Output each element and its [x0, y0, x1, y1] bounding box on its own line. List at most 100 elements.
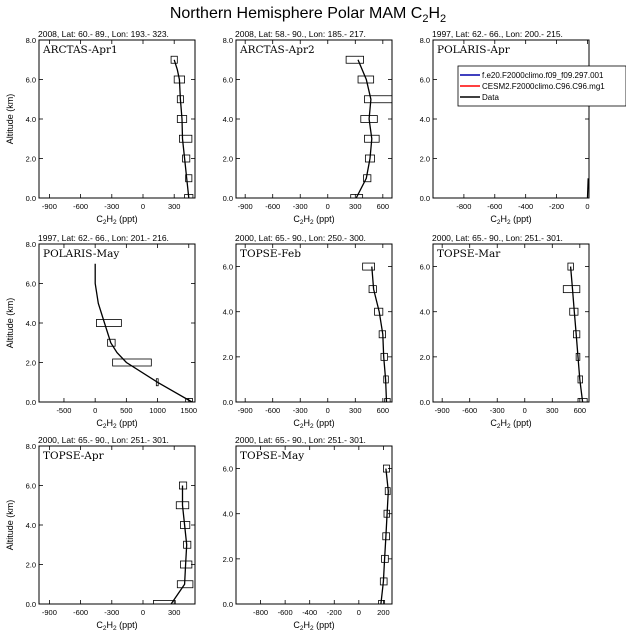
x-tick-label: -300: [293, 202, 308, 211]
data-layer: [170, 55, 194, 198]
x-tick-label: 0: [326, 406, 330, 415]
panel-label: POLARIS-May: [43, 248, 119, 260]
x-axis-label-part: 2: [507, 423, 511, 430]
y-tick-label: 4.0: [223, 308, 233, 317]
y-tick-label: 6.0: [26, 280, 36, 289]
panel-header: 1997, Lat: 62.- 66., Lon: 200.- 215.: [432, 29, 563, 39]
panel-header: 2008, Lat: 60.- 89., Lon: 193.- 323.: [38, 29, 169, 39]
y-tick-label: 2.0: [420, 353, 430, 362]
plot-frame: [235, 243, 393, 403]
x-axis-label-part: H: [303, 214, 310, 224]
x-axis-label-part: (: [117, 214, 123, 224]
y-tick-label: 4.0: [26, 115, 36, 124]
plot-frame: [38, 243, 196, 403]
x-axis-label-part: C: [490, 214, 497, 224]
x-tick-label: 0: [523, 406, 527, 415]
plot-frame: [432, 39, 590, 199]
x-axis-label-part: ppt: [319, 214, 332, 224]
x-tick-label: 300: [546, 406, 559, 415]
y-tick-label: 8.0: [223, 36, 233, 45]
y-tick-label: 0.0: [420, 398, 430, 407]
x-tick-label: 300: [349, 202, 362, 211]
x-tick-label: -400: [302, 608, 317, 617]
panel-topse-feb: 2000, Lat: 65.- 90., Lon: 250.- 300. TOPS…: [223, 233, 393, 430]
x-axis-label-part: ): [529, 214, 532, 224]
y-axis-label: Altitude (km): [5, 500, 15, 551]
panel-label: POLARIS-Apr: [437, 44, 511, 56]
x-axis-label-part: ppt: [319, 418, 332, 428]
x-tick-label: -800: [456, 202, 471, 211]
y-tick-label: 4.0: [420, 115, 430, 124]
panel-polaris-may: 1997, Lat: 62.- 66., Lon: 201.- 216. POLA…: [5, 233, 197, 430]
x-axis-label: C2H2 (ppt): [96, 214, 137, 226]
panel-polaris-apr: 1997, Lat: 62.- 66., Lon: 200.- 215. POLA…: [420, 29, 590, 226]
panel-topse-apr: 2000, Lat: 65.- 90., Lon: 251.- 301. TOPS…: [5, 435, 196, 632]
x-tick-label: 0: [93, 406, 97, 415]
x-tick-label: -300: [293, 406, 308, 415]
y-tick-label: 4.0: [26, 521, 36, 530]
data-box: [368, 285, 377, 294]
series-line-data: [173, 59, 190, 198]
x-axis-label-part: C: [96, 620, 103, 630]
x-tick-label: 0: [141, 202, 145, 211]
data-box: [152, 600, 176, 604]
x-tick-label: -300: [104, 202, 119, 211]
y-tick-label: 6.0: [26, 482, 36, 491]
x-tick-label: 300: [168, 202, 181, 211]
figure-title-suffix: H: [428, 5, 440, 22]
x-axis-label-part: ): [135, 620, 138, 630]
x-tick-label: 0: [326, 202, 330, 211]
data-layer: [362, 262, 391, 402]
y-tick-label: 6.0: [223, 465, 233, 474]
y-tick-label: 8.0: [26, 240, 36, 249]
y-tick-label: 2.0: [26, 561, 36, 570]
y-tick-label: 6.0: [223, 76, 233, 85]
x-tick-label: -200: [327, 608, 342, 617]
x-axis-label: C2H2 (ppt): [490, 214, 531, 226]
y-tick-label: 6.0: [420, 263, 430, 272]
data-box: [112, 358, 152, 367]
x-axis-label-part: H: [106, 214, 113, 224]
data-box: [345, 55, 364, 64]
panel-label: TOPSE-Feb: [240, 248, 301, 260]
panels: 2008, Lat: 60.- 89., Lon: 193.- 323. ARCT…: [5, 29, 590, 632]
x-axis-label-part: C: [293, 620, 300, 630]
panel-label: ARCTAS-Apr2: [239, 44, 315, 56]
data-box: [562, 285, 581, 294]
x-axis-label-part: 2: [300, 625, 304, 632]
x-tick-label: -600: [265, 406, 280, 415]
x-axis-label-part: 2: [103, 625, 107, 632]
x-tick-label: -600: [73, 202, 88, 211]
x-axis-label-part: H: [500, 214, 507, 224]
plot-frame: [38, 445, 196, 605]
figure-title: Northern Hemisphere Polar MAM C2H2: [170, 5, 446, 25]
panel-arctas-apr2: 2008, Lat: 58.- 90., Lon: 185.- 217. ARCT…: [223, 29, 393, 226]
panel-arctas-apr1: 2008, Lat: 60.- 89., Lon: 193.- 323. ARCT…: [5, 29, 196, 226]
x-tick-label: -500: [56, 406, 71, 415]
data-box: [362, 262, 375, 271]
x-axis-label: C2H2 (ppt): [96, 620, 137, 632]
x-axis-label: C2H2 (ppt): [490, 418, 531, 430]
data-layer: [345, 55, 392, 198]
legend: f.e20.F2000climo.f09_f09.297.001 CESM2.F2…: [457, 65, 626, 107]
x-axis-label-part: 2: [300, 219, 304, 226]
y-tick-label: 6.0: [420, 76, 430, 85]
y-tick-label: 0.0: [223, 194, 233, 203]
x-axis-label: C2H2 (ppt): [293, 620, 334, 632]
x-axis-label-part: C: [293, 418, 300, 428]
data-layer: [152, 481, 194, 604]
panel-header: 2000, Lat: 65.- 90., Lon: 251.- 301.: [432, 233, 563, 243]
x-tick-label: 300: [349, 406, 362, 415]
y-tick-label: 8.0: [26, 36, 36, 45]
y-tick-label: 6.0: [26, 76, 36, 85]
panel-label: ARCTAS-Apr1: [42, 44, 118, 56]
x-axis-label-part: C: [96, 418, 103, 428]
panel-topse-mar: 2000, Lat: 65.- 90., Lon: 251.- 301. TOPS…: [420, 233, 590, 430]
x-axis-label-part: 2: [310, 423, 314, 430]
legend-label: CESM2.F2000climo.C96.C96.mg1: [482, 82, 605, 91]
y-tick-label: 2.0: [26, 359, 36, 368]
x-axis-label-part: 2: [497, 219, 501, 226]
legend-label: Data: [482, 93, 499, 102]
data-box: [384, 398, 391, 402]
y-tick-label: 0.0: [223, 398, 233, 407]
